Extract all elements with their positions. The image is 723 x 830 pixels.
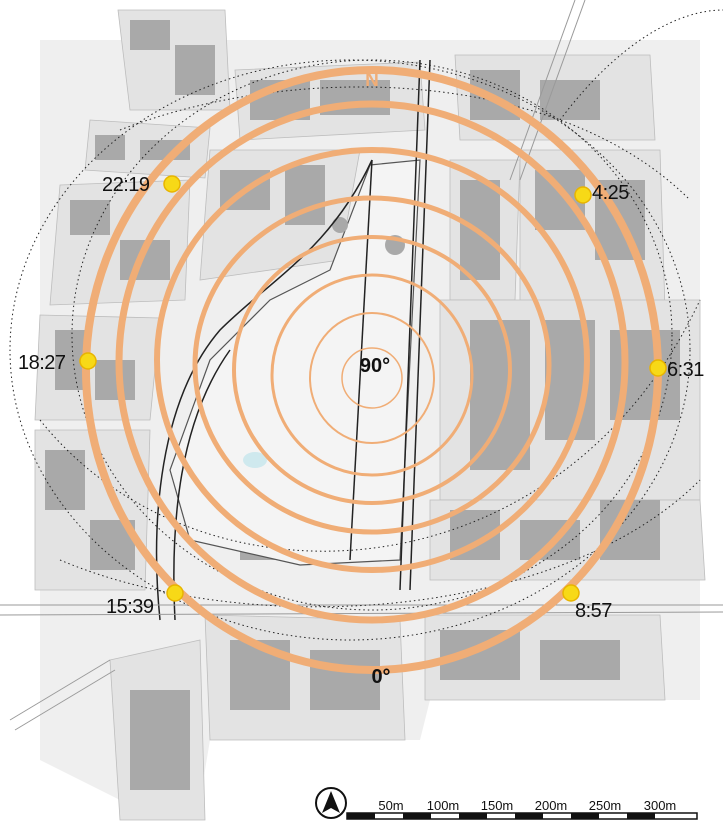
sun-point-marker bbox=[166, 584, 184, 602]
north-arrow-icon bbox=[315, 787, 347, 819]
sun-path-ellipses bbox=[9, 9, 723, 641]
sun-time-label: 8:57 bbox=[575, 600, 612, 622]
sun-point-marker bbox=[574, 186, 592, 204]
sun-time-label: 22:19 bbox=[102, 174, 150, 196]
sun-points bbox=[79, 175, 667, 602]
scale-label: 150m bbox=[481, 798, 514, 813]
sun-time-label: 6:31 bbox=[667, 359, 704, 381]
edge-angle-label: 0° bbox=[371, 666, 390, 688]
scale-label: 50m bbox=[378, 798, 403, 813]
sun-time-label: 4:25 bbox=[592, 182, 629, 204]
sun-point-marker bbox=[163, 175, 181, 193]
sun-time-label: 15:39 bbox=[106, 596, 154, 618]
center-angle-label: 90° bbox=[360, 355, 390, 377]
north-marker: N bbox=[365, 70, 379, 91]
sun-point-marker bbox=[649, 359, 667, 377]
scale-label: 200m bbox=[535, 798, 568, 813]
scale-label: 300m bbox=[644, 798, 677, 813]
sun-point-marker bbox=[79, 352, 97, 370]
scale-label: 100m bbox=[427, 798, 460, 813]
road-lines bbox=[0, 0, 723, 731]
sun-point-marker bbox=[562, 584, 580, 602]
sun-time-label: 18:27 bbox=[18, 352, 66, 374]
scale-bar: 50m 100m 150m 200m 250m 300m bbox=[346, 798, 698, 820]
railway-lines bbox=[155, 59, 431, 621]
scale-label: 250m bbox=[589, 798, 622, 813]
sun-time-labels: 22:19 4:25 18:27 6:31 15:39 8:57 bbox=[18, 174, 705, 622]
